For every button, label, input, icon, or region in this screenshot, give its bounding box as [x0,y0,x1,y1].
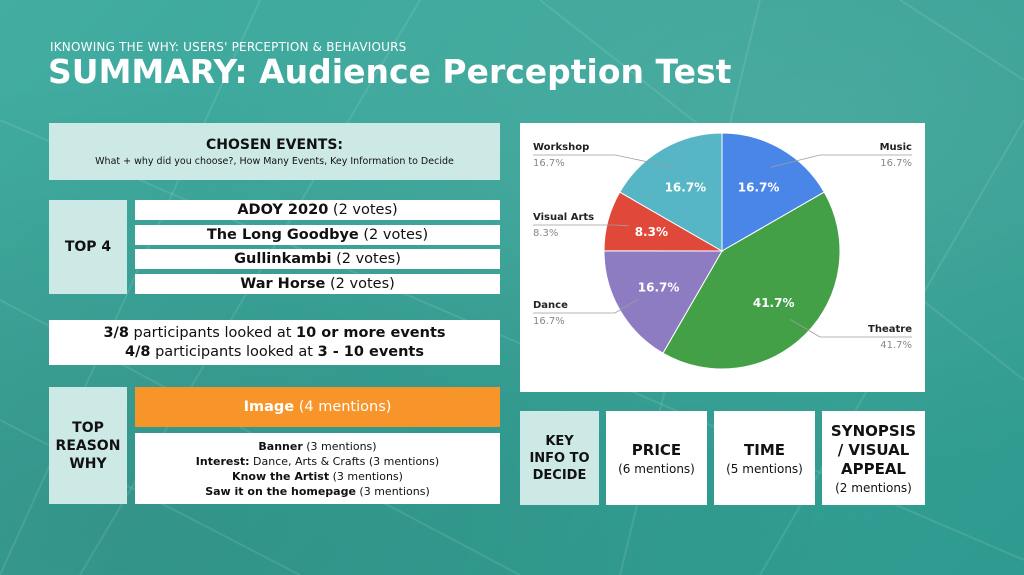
reason-line: Banner (3 mentions) [258,439,376,454]
event-name: Gullinkambi [234,251,332,267]
legend-name: Workshop [533,142,589,153]
chosen-events-subtitle: What + why did you choose?, How Many Eve… [95,155,454,167]
slice-value-label: 16.7% [665,181,707,195]
participants-text: participants looked at [150,343,318,360]
reason-line: Interest: Dance, Arts & Crafts (3 mentio… [196,454,439,469]
top4-item: ADOY 2020 (2 votes) [135,200,500,220]
key-info-title: SYNOPSIS [830,421,917,440]
legend-name: Dance [533,300,568,311]
participants-line: 4/8 participants looked at 3 - 10 events [125,343,424,362]
participants-range: 3 - 10 events [317,343,424,360]
top-reason-main: Image (4 mentions) [135,387,500,427]
slice-value-label: 16.7% [738,181,780,195]
event-votes: (2 votes) [331,251,401,267]
legend-name: Music [880,142,912,153]
label-line: DECIDE [532,467,587,483]
reason-name: Know the Artist [232,469,330,483]
event-votes: (2 votes) [328,202,398,218]
label-line: TOP [72,419,104,436]
legend-leader-line [790,319,821,338]
event-name: The Long Goodbye [206,227,359,243]
legend-percent: 16.7% [533,158,565,169]
event-name: War Horse [240,276,326,292]
chosen-events-title: CHOSEN EVENTS: [205,136,344,153]
key-info-mentions: (5 mentions) [726,461,803,476]
reason-name: Image [243,399,295,415]
event-votes: (2 votes) [358,227,429,243]
other-reasons-box: Banner (3 mentions) Interest: Dance, Art… [135,433,500,504]
participants-ratio: 3/8 [103,324,129,341]
event-name: ADOY 2020 [237,202,329,218]
pie-slice-workshop [619,132,723,252]
chosen-events-header: CHOSEN EVENTS: What + why did you choose… [49,123,500,180]
pie-chart: 16.7% Music 16.7% 41.7% Theatre 41.7% 16.7% Dan… [533,132,912,370]
participants-line: 3/8 participants looked at 10 or more ev… [103,324,445,343]
slice-value-label: 16.7% [638,281,680,295]
participants-box: 3/8 participants looked at 10 or more ev… [49,320,500,365]
top-reason-label: TOP REASON WHY [49,387,127,504]
label-line: REASON [55,437,121,454]
legend-name: Theatre [868,324,912,335]
key-info-mentions: (2 mentions) [835,480,912,495]
label-line: KEY [545,433,574,449]
legend-leader-line [614,298,639,314]
reason-count: (4 mentions) [294,399,392,415]
slice-value-label: 8.3% [635,225,668,239]
reason-count: (3 mentions) [355,484,430,498]
key-info-card-price: PRICE (6 mentions) [606,411,707,505]
legend-leader-line [770,154,821,168]
legend-percent: 41.7% [880,340,912,351]
reason-line: Know the Artist (3 mentions) [232,469,403,484]
key-info-card-time: TIME (5 mentions) [714,411,815,505]
key-info-title: APPEAL [840,459,906,478]
participants-text: participants looked at [128,324,297,341]
key-info-mentions: (6 mentions) [618,461,695,476]
legend-percent: 8.3% [533,228,558,239]
label-line: WHY [69,455,107,472]
participants-ratio: 4/8 [125,343,151,360]
pie-slice-theatre [662,191,841,370]
key-info-title: / VISUAL [837,440,910,459]
top4-item: The Long Goodbye (2 votes) [135,225,500,245]
top4-item: Gullinkambi (2 votes) [135,249,500,269]
key-info-title: PRICE [631,440,682,459]
legend-name: Visual Arts [533,212,594,223]
reason-line: Saw it on the homepage (3 mentions) [205,484,430,499]
page-subtitle: IKNOWING THE WHY: USERS' PERCEPTION & BE… [50,40,407,54]
label-line: INFO TO [529,450,590,466]
participants-range: 10 or more events [296,324,446,341]
reason-count: (3 mentions) [329,469,403,483]
legend-leader-line [614,224,629,227]
reason-name: Saw it on the homepage [205,484,356,498]
event-votes: (2 votes) [325,276,395,292]
reason-name: Interest: [195,454,250,468]
legend-percent: 16.7% [880,158,912,169]
top4-item: War Horse (2 votes) [135,274,500,294]
reason-count: Dance, Arts & Crafts (3 mentions) [249,454,440,468]
slice-value-label: 41.7% [753,296,795,310]
reason-name: Banner [258,439,303,453]
top4-label: TOP 4 [49,200,127,294]
key-info-title: TIME [744,440,785,459]
pie-slice-music [721,132,825,252]
reason-count: (3 mentions) [302,439,377,453]
key-info-label: KEY INFO TO DECIDE [520,411,599,505]
legend-percent: 16.7% [533,316,565,327]
key-info-card-synopsis: SYNOPSIS / VISUAL APPEAL (2 mentions) [822,411,925,505]
legend-leader-line [614,154,674,168]
pie-chart-panel: 16.7% Music 16.7% 41.7% Theatre 41.7% 16.7% Dan… [520,123,925,392]
page-title: SUMMARY: Audience Perception Test [48,52,732,91]
